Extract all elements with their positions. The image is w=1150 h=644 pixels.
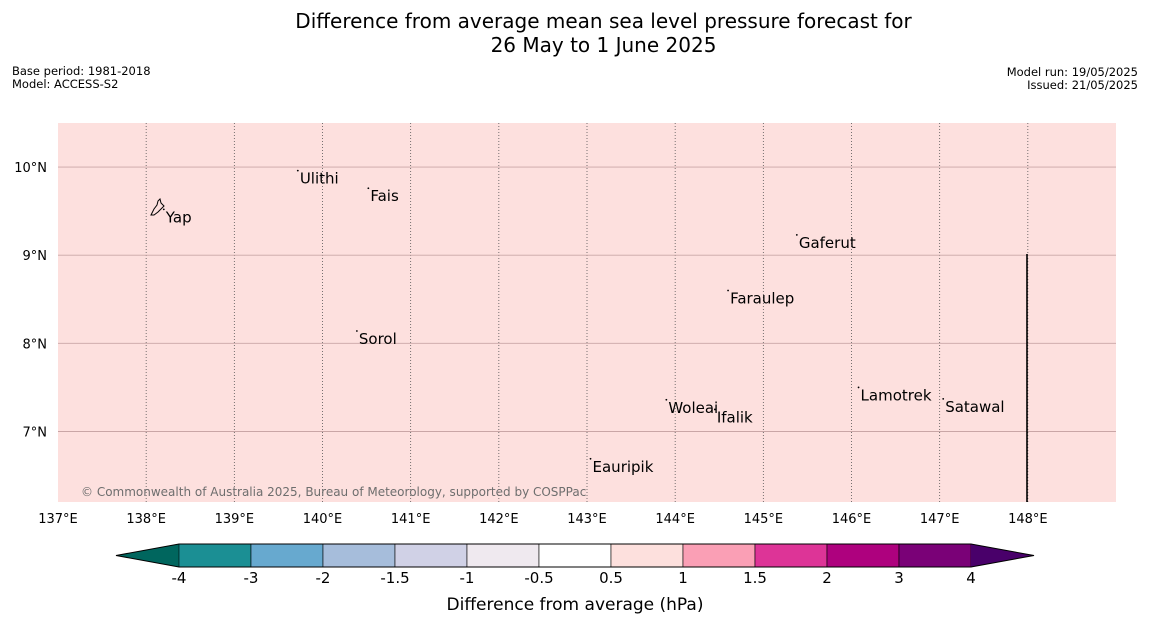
colorbar-segment — [322, 543, 396, 568]
colorbar-tick-label: 3 — [894, 569, 904, 587]
colorbar-tick-label: 1 — [678, 569, 688, 587]
colorbar-tick-label: -0.5 — [524, 569, 553, 587]
colorbar-segment — [178, 543, 252, 568]
title-line-1: Difference from average mean sea level p… — [295, 9, 912, 33]
place-label: Satawal — [945, 398, 1004, 416]
longitude-tick-label: 142°E — [479, 512, 519, 527]
place-label: Fais — [370, 187, 399, 205]
island-marker — [727, 289, 729, 292]
colorbar-segment — [394, 543, 468, 568]
latitude-tick-labels: 10°N 9°N 8°N 7°N — [14, 161, 47, 440]
place-label: Eauripik — [593, 458, 654, 476]
metadata-right: Model run: 19/05/2025 Issued: 21/05/2025 — [1007, 66, 1138, 92]
island-marker — [367, 187, 370, 190]
model-run-text: Model run: 19/05/2025 — [1006, 65, 1138, 79]
metadata-left: Base period: 1981-2018 Model: ACCESS-S2 — [12, 65, 151, 91]
copyright-notice: © Commonwealth of Australia 2025, Bureau… — [81, 485, 586, 499]
colorbar-segment — [898, 543, 972, 568]
colorbar-left-extension — [116, 544, 179, 567]
colorbar-segment — [466, 543, 540, 568]
colorbar-tick-label: -3 — [244, 569, 259, 587]
place-label: Sorol — [359, 330, 397, 348]
longitude-tick-label: 137°E — [38, 512, 78, 527]
longitude-tick-label: 141°E — [391, 512, 431, 527]
island-marker — [355, 330, 358, 332]
colorbar-tick-label: 1.5 — [743, 569, 767, 587]
colorbar: -4 -3 -2 -1.5 -1 -0.5 0.5 1 1.5 2 3 4 Difference fr… — [115, 543, 1035, 615]
colorbar-segment — [754, 543, 828, 568]
island-marker — [795, 234, 798, 236]
longitude-tick-label: 145°E — [744, 512, 784, 527]
longitude-tick-label: 144°E — [655, 512, 695, 527]
longitude-tick-label: 140°E — [303, 512, 343, 527]
island-marker — [296, 169, 299, 172]
place-label: Ulithi — [300, 170, 339, 188]
model-text: Model: ACCESS-S2 — [12, 77, 119, 91]
longitude-tick-label: 139°E — [215, 512, 255, 527]
island-marker — [665, 398, 668, 401]
map-title: Difference from average mean sea level p… — [0, 9, 1150, 57]
colorbar-tick-labels: -4 -3 -2 -1.5 -1 -0.5 0.5 1 1.5 2 3 4 — [172, 569, 976, 587]
colorbar-segment — [826, 543, 900, 568]
colorbar-segment — [538, 543, 612, 568]
longitude-gridlines — [145, 123, 1029, 502]
yap-island-outline — [150, 198, 165, 216]
latitude-tick-label: 8°N — [23, 337, 48, 352]
colorbar-segment — [682, 543, 756, 568]
latitude-gridlines — [58, 166, 1116, 432]
island-marker — [942, 397, 945, 400]
longitude-tick-labels: 137°E 138°E 139°E 140°E 141°E 142°E 143°E 144°E… — [38, 512, 1047, 527]
latitude-tick-label: 7°N — [23, 425, 48, 440]
place-label: Ifalik — [717, 408, 753, 426]
issued-text: Issued: 21/05/2025 — [1027, 78, 1138, 92]
colorbar-tick-label: -1.5 — [380, 569, 409, 587]
colorbar-tick-label: -4 — [172, 569, 187, 587]
colorbar-tick-label: -1 — [460, 569, 475, 587]
longitude-tick-label: 143°E — [567, 512, 607, 527]
island-marker — [589, 457, 592, 460]
island-marker — [713, 408, 716, 411]
colorbar-segment — [250, 543, 324, 568]
place-labels: Yap Ulithi Fais Gaferut Faraulep Sorol Lamotre… — [162, 169, 1005, 476]
latitude-tick-label: 10°N — [14, 161, 47, 176]
colorbar-tick-label: 0.5 — [599, 569, 623, 587]
place-label: Faraulep — [730, 289, 794, 307]
longitude-tick-label: 138°E — [126, 512, 166, 527]
colorbar-tick-label: 4 — [966, 569, 976, 587]
colorbar-tick-label: 2 — [822, 569, 832, 587]
longitude-tick-label: 147°E — [920, 512, 960, 527]
island-marker — [162, 208, 165, 211]
colorbar-segment — [610, 543, 684, 568]
colorbar-outline — [115, 543, 1035, 568]
colorbar-right-extension — [971, 544, 1034, 567]
colorbar-label: Difference from average (hPa) — [447, 595, 704, 615]
base-period-text: Base period: 1981-2018 — [12, 64, 151, 78]
colorbar-tick-label: -2 — [316, 569, 331, 587]
longitude-tick-label: 146°E — [832, 512, 872, 527]
island-marker — [857, 386, 860, 389]
colorbar-segments — [178, 543, 972, 568]
place-label: Woleai — [668, 399, 718, 417]
longitude-tick-label: 148°E — [1008, 512, 1048, 527]
place-label: Yap — [165, 208, 192, 226]
latitude-tick-label: 9°N — [23, 249, 48, 264]
title-line-2: 26 May to 1 June 2025 — [490, 33, 717, 57]
place-label: Gaferut — [799, 234, 856, 252]
place-label: Lamotrek — [861, 386, 932, 404]
